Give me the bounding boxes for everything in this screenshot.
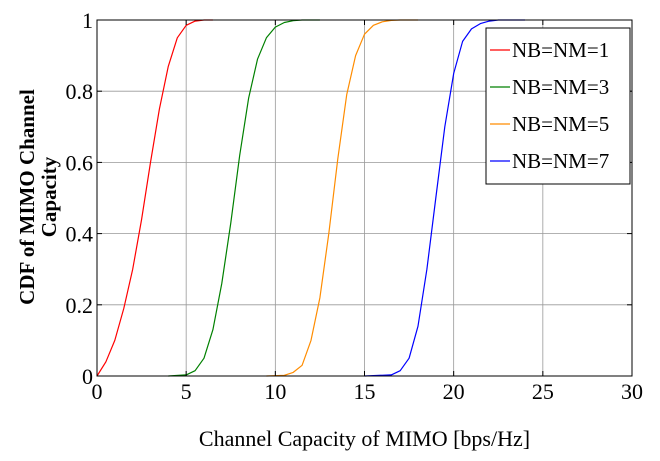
y-tick-label: 0.2 [66,293,94,318]
legend-label: NB=NM=7 [512,149,609,173]
y-axis-label-line-1: CDF of MIMO Channel [15,89,39,305]
y-axis-label-line-2: Capacity [37,156,61,237]
x-tick-label: 0 [92,379,103,404]
legend-label: NB=NM=5 [512,112,609,136]
x-tick-label: 15 [354,379,376,404]
x-tick-label: 10 [264,379,286,404]
x-tick-label: 5 [181,379,192,404]
y-tick-label: 0.8 [66,79,94,104]
y-tick-label: 0 [82,364,93,389]
legend: NB=NM=1 NB=NM=3 NB=NM=5 NB=NM=7 [485,27,631,185]
axis-ticks: 0 5 10 15 20 25 30 0 0.2 0.4 0.6 0.8 1 [66,8,644,404]
legend-label: NB=NM=1 [512,38,609,62]
series-line [266,19,418,377]
x-tick-label: 20 [443,379,465,404]
y-tick-label: 1 [82,8,93,33]
series-line [96,19,213,377]
legend-label: NB=NM=3 [512,75,609,99]
y-axis-label: CDF of MIMO Channel Capacity [15,89,61,305]
x-tick-label: 30 [621,379,643,404]
y-tick-label: 0.6 [66,150,94,175]
legend-box [485,27,631,185]
x-axis-label: Channel Capacity of MIMO [bps/Hz] [199,426,530,451]
series-line [364,19,525,377]
grid-lines [97,20,632,376]
x-tick-label: 25 [532,379,554,404]
y-tick-label: 0.4 [66,222,94,247]
